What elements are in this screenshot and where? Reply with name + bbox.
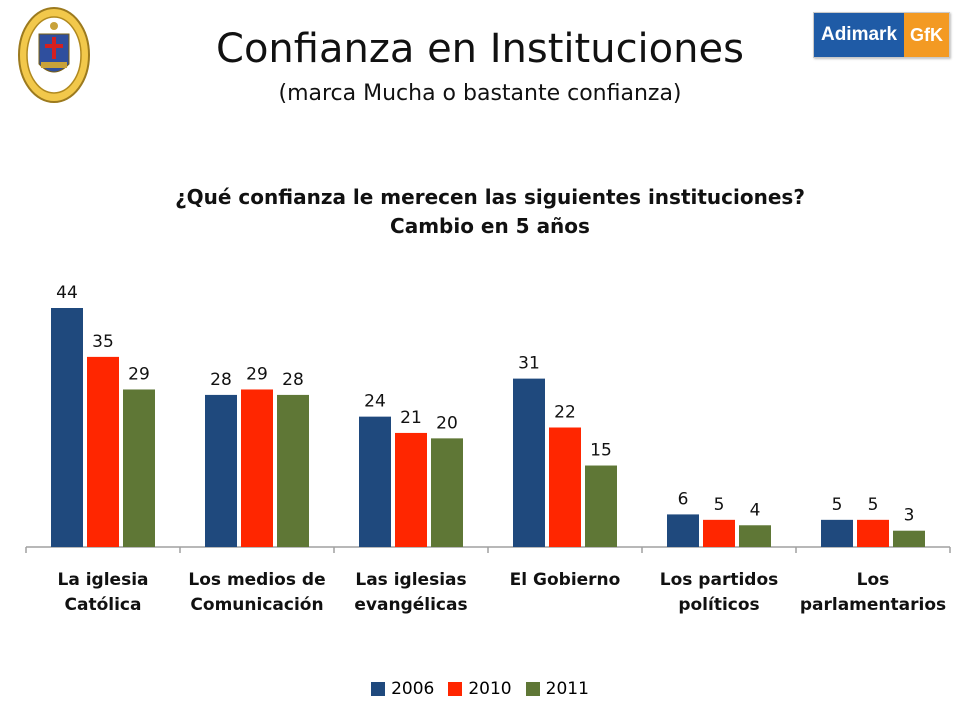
data-label-2006-1: 28 (210, 370, 232, 390)
bar-2011-4 (739, 525, 771, 547)
data-label-2010-3: 22 (554, 403, 576, 423)
bar-2010-4 (703, 519, 735, 547)
data-label-2010-1: 29 (246, 364, 268, 384)
bar-2006-4 (667, 514, 699, 547)
chart-legend: 2006 2010 2011 (0, 679, 960, 699)
data-label-2006-2: 24 (364, 392, 386, 412)
legend-label-2011: 2011 (545, 679, 589, 699)
bar-2011-5 (893, 530, 925, 547)
category-label-3: El Gobierno (510, 570, 621, 590)
bar-2006-5 (821, 519, 853, 547)
brand-logo-right: GfK (904, 13, 949, 57)
bar-2011-0 (123, 389, 155, 547)
category-label-4: políticos (678, 595, 759, 615)
bar-2006-1 (205, 394, 237, 547)
chart-title: ¿Qué confianza le merecen las siguientes… (175, 185, 805, 209)
bar-2010-1 (241, 389, 273, 547)
data-label-2006-3: 31 (518, 354, 540, 374)
data-label-2006-4: 6 (678, 489, 689, 509)
bar-2010-5 (857, 519, 889, 547)
data-label-2011-2: 20 (436, 413, 458, 433)
bar-2010-2 (395, 432, 427, 547)
data-label-2010-0: 35 (92, 332, 114, 352)
category-label-0: La iglesia (58, 570, 149, 590)
bar-2006-0 (51, 308, 83, 547)
legend-swatch-2011 (525, 682, 540, 696)
category-label-2: evangélicas (354, 595, 467, 615)
bar-2006-3 (513, 378, 545, 547)
page-subtitle: (marca Mucha o bastante confianza) (278, 81, 682, 106)
category-label-1: Comunicación (190, 595, 323, 615)
data-label-2011-5: 3 (904, 506, 915, 526)
bar-2011-3 (585, 465, 617, 547)
data-label-2011-1: 28 (282, 370, 304, 390)
chart-subtitle: Cambio en 5 años (390, 214, 590, 238)
data-label-2011-0: 29 (128, 364, 150, 384)
legend-swatch-2006 (371, 682, 386, 696)
data-label-2006-0: 44 (56, 283, 78, 303)
bar-2010-0 (87, 356, 119, 547)
legend-swatch-2010 (448, 682, 463, 696)
brand-logo: Adimark GfK (813, 12, 950, 58)
category-label-5: Los (857, 570, 890, 590)
legend-label-2010: 2010 (468, 679, 512, 699)
legend-item-2006: 2006 (371, 679, 434, 699)
bar-2011-1 (277, 394, 309, 547)
data-label-2010-2: 21 (400, 408, 422, 428)
category-label-5: parlamentarios (800, 595, 946, 615)
category-label-4: Los partidos (660, 570, 779, 590)
data-label-2006-5: 5 (832, 495, 843, 515)
legend-item-2011: 2011 (525, 679, 589, 699)
chart-title-block: ¿Qué confianza le merecen las siguientes… (60, 183, 920, 241)
category-label-1: Los medios de (188, 570, 325, 590)
university-seal-logo (18, 7, 90, 103)
brand-logo-left: Adimark (814, 13, 904, 57)
data-label-2011-4: 4 (750, 500, 761, 520)
bar-2010-3 (549, 427, 581, 547)
data-label-2010-5: 5 (868, 495, 879, 515)
bar-2011-2 (431, 438, 463, 547)
category-label-0: Católica (65, 595, 142, 615)
page-title: Confianza en Instituciones (216, 26, 744, 72)
data-label-2011-3: 15 (590, 441, 612, 461)
bar-2006-2 (359, 416, 391, 547)
data-label-2010-4: 5 (714, 495, 725, 515)
legend-item-2010: 2010 (448, 679, 512, 699)
legend-label-2006: 2006 (391, 679, 435, 699)
category-label-2: Las iglesias (355, 570, 466, 590)
